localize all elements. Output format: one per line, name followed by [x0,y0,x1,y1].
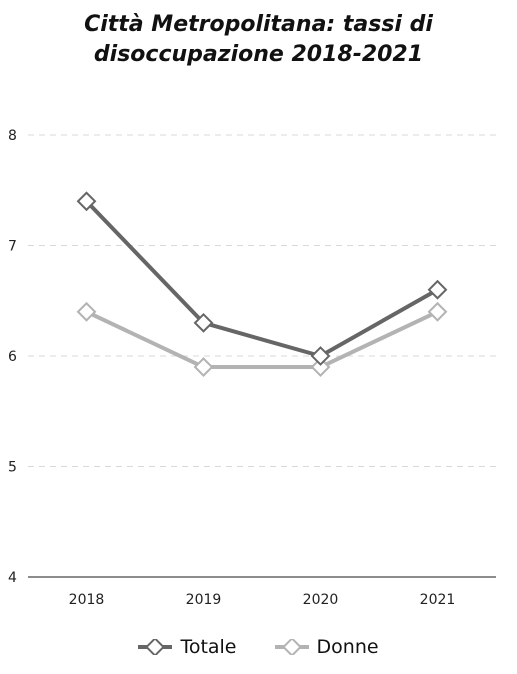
y-tick-label-5: 5 [8,460,17,476]
chart-title-line-1: Città Metropolitana: tassi di [84,12,433,37]
data-point-donne-2021 [427,301,448,322]
data-point-donne-2018 [76,301,97,322]
x-tick-label-2021: 2021 [420,592,456,608]
x-tick-label-2020: 2020 [303,592,339,608]
chart-title-line-2: disoccupazione 2018-2021 [93,42,424,67]
legend-label-totale: Totale [180,636,237,658]
line-chart: 4 5 6 7 8 2018 2019 2020 2021 [8,128,496,608]
data-point-donne-2020 [310,357,331,377]
y-tick-label-8: 8 [8,128,17,144]
legend-item-donne: Donne [274,636,379,658]
series-line-totale [85,199,439,358]
legend: Totale Donne [0,636,517,658]
chart-title: Città Metropolitana: tassi di disoccupaz… [0,10,517,70]
legend-label-donne: Donne [316,636,379,658]
legend-item-totale: Totale [138,636,237,658]
y-tick-label-7: 7 [8,239,17,255]
data-point-totale-2018 [76,191,97,212]
x-tick-label-2018: 2018 [69,592,105,608]
data-point-totale-2019 [193,312,214,333]
series-line-donne [85,309,439,370]
data-point-totale-2021 [427,279,448,300]
legend-swatch-donne [274,639,309,655]
legend-swatch-totale [138,639,173,655]
y-tick-label-6: 6 [8,349,17,365]
x-tick-label-2019: 2019 [186,592,222,608]
data-point-totale-2020 [310,346,331,366]
y-tick-label-4: 4 [8,570,17,586]
data-point-donne-2019 [193,357,214,377]
